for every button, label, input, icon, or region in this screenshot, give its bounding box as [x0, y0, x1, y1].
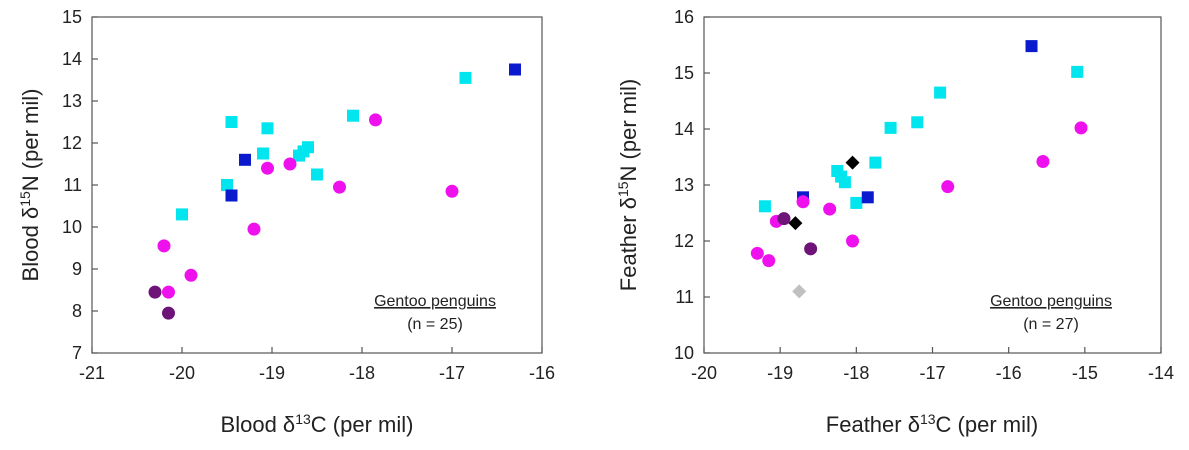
x-axis-label: Blood δ13C (per mil) [221, 411, 414, 437]
y-tick-label: 12 [62, 133, 82, 153]
data-point-circle [823, 202, 837, 216]
y-tick-label: 15 [674, 63, 694, 83]
x-tick-label: -16 [996, 363, 1022, 383]
y-tick-label: 8 [72, 301, 82, 321]
data-point-square [1025, 40, 1038, 53]
data-point-square [225, 116, 238, 128]
data-point-square [1071, 65, 1084, 78]
data-point-circle [796, 195, 810, 209]
data-point-square [861, 191, 874, 204]
data-point-square [459, 71, 472, 84]
data-point-square [884, 121, 897, 134]
y-tick-label: 10 [62, 217, 82, 237]
x-tick-label: -19 [767, 363, 793, 383]
y-tick-label: 14 [62, 49, 82, 69]
feather-scatter-plot: -20 -19 -18 -17 -16 -15 -14 10 11 12 13 14 15 16 Feat… [615, 7, 1174, 437]
data-point-square [911, 116, 924, 129]
y-tick-label: 14 [674, 119, 694, 139]
data-point-square [225, 189, 238, 202]
y-tick-label: 10 [674, 343, 694, 363]
data-point-circle [369, 113, 382, 127]
data-point-square [239, 153, 251, 166]
y-tick-label: 15 [62, 7, 82, 27]
data-point-circle [750, 246, 764, 260]
y-tick-label: 11 [675, 287, 694, 307]
data-point-circle [247, 222, 261, 236]
y-axis-label: Blood δ15N (per mil) [17, 89, 43, 282]
data-point-square [261, 122, 274, 135]
data-point-circle [261, 161, 274, 175]
data-point-circle [283, 157, 297, 171]
x-tick-label: -15 [1072, 363, 1098, 383]
data-point-circle [1036, 154, 1050, 168]
x-tick-label: -16 [529, 363, 555, 383]
y-tick-label: 9 [72, 259, 82, 279]
blood-scatter-plot: -21 -20 -19 -18 -17 -16 7 8 9 10 11 12 13 14 15 Blood … [17, 7, 555, 437]
y-tick-label: 11 [63, 175, 82, 195]
annotation-title: Gentoo penguins [374, 293, 496, 310]
data-point-circle [157, 239, 171, 253]
x-axis-label: Feather δ13C (per mil) [826, 411, 1038, 437]
data-point-circle [333, 180, 346, 194]
data-point-square [869, 156, 882, 169]
y-tick-label: 7 [72, 343, 82, 363]
y-tick-label: 13 [62, 91, 82, 111]
data-point-circle [762, 254, 776, 268]
data-point-circle [777, 212, 791, 226]
annotation-count: (n = 27) [1023, 316, 1079, 333]
y-tick-label: 16 [674, 7, 694, 27]
data-point-circle [445, 184, 459, 198]
data-point-square [850, 196, 863, 209]
data-point-square [758, 200, 771, 213]
data-point-circle [941, 180, 955, 194]
y-tick-label: 12 [674, 231, 694, 251]
data-point-square [221, 179, 233, 191]
x-tick-label: -18 [349, 363, 375, 383]
x-tick-label: -17 [919, 363, 945, 383]
data-point-square [176, 208, 188, 221]
data-point-circle [148, 285, 162, 299]
data-point-circle [804, 242, 818, 256]
data-point-diamond [792, 284, 807, 299]
data-point-diamond [845, 155, 860, 170]
x-tick-label: -20 [691, 363, 717, 383]
blood-isotope-chart: -21 -20 -19 -18 -17 -16 7 8 9 10 11 12 13 14 15 Blood … [0, 0, 594, 445]
x-tick-label: -20 [169, 363, 195, 383]
data-point-circle [1074, 121, 1088, 135]
data-point-square [302, 141, 314, 154]
x-tick-label: -14 [1148, 363, 1174, 383]
x-tick-label: -18 [843, 363, 869, 383]
feather-isotope-chart: -20 -19 -18 -17 -16 -15 -14 10 11 12 13 14 15 16 Feat… [594, 0, 1189, 445]
annotation-title: Gentoo penguins [990, 293, 1112, 310]
data-point-square [311, 168, 323, 181]
data-point-circle [162, 285, 175, 299]
annotation-count: (n = 25) [407, 316, 463, 333]
data-point-square [347, 109, 359, 122]
data-point-circle [162, 306, 175, 320]
data-point-circle [184, 268, 198, 282]
x-tick-label: -17 [439, 363, 465, 383]
x-tick-label: -19 [259, 363, 285, 383]
data-point-diamond [788, 216, 803, 231]
data-point-square [257, 147, 269, 160]
data-point-circle [846, 234, 860, 248]
data-point-square [934, 86, 947, 99]
data-point-square [509, 63, 521, 76]
data-point-square [838, 176, 851, 189]
y-tick-label: 13 [674, 175, 694, 195]
x-tick-label: -21 [79, 363, 105, 383]
y-axis-label: Feather δ15N (per mil) [615, 79, 641, 291]
